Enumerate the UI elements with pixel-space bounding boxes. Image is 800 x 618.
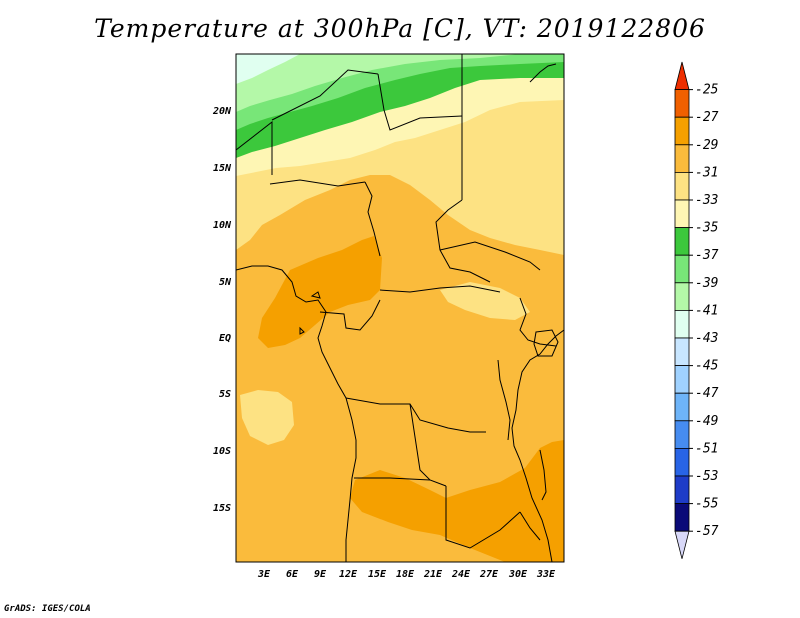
border-zambia-south	[445, 486, 521, 549]
colorbar-label: -39	[695, 276, 718, 291]
colorbar-label: -43	[695, 331, 718, 346]
border-algeria-mali	[236, 120, 273, 175]
colorbar-segment	[674, 503, 690, 532]
border-niger	[271, 69, 379, 121]
gulf-guinea-islands	[299, 291, 321, 335]
colorbar-label: -49	[695, 414, 718, 429]
colorbar-label: -57	[695, 524, 719, 539]
colorbar-segment	[674, 89, 690, 118]
temperature-field	[236, 54, 564, 562]
border-chad-cameroon	[364, 181, 381, 257]
colorbar-segment	[674, 392, 690, 422]
border-mozambique	[519, 511, 541, 541]
colorbar-label: -47	[695, 386, 719, 401]
colorbar-segment	[674, 171, 690, 201]
colorbar-segment	[674, 227, 690, 256]
lon-label: 12E	[339, 569, 358, 580]
colorbar-segment	[674, 254, 690, 284]
colorbar-label: -55	[695, 497, 719, 512]
map-frame	[235, 53, 565, 563]
field-level-m27-south	[350, 440, 564, 562]
colorbar-segment	[674, 420, 690, 449]
west-africa-coastline	[236, 265, 357, 562]
latitude-axis: 20N 15N 10N 5N EQ 5S 10S 15S	[212, 106, 232, 514]
colorbar-segment	[674, 282, 690, 311]
border-car-drc	[379, 285, 501, 293]
lat-label: 20N	[212, 106, 232, 117]
colorbar-segment	[674, 447, 690, 477]
field-level-m31-south	[240, 390, 294, 445]
field-level-m27	[258, 236, 382, 348]
colorbar-segment	[674, 61, 690, 90]
lon-label: 33E	[536, 569, 556, 580]
grads-credit: GrADS: IGES/COLA	[4, 604, 91, 614]
lon-label: 21E	[423, 569, 443, 580]
field-level-m41	[236, 54, 300, 84]
lon-label: 24E	[451, 569, 471, 580]
lake-malawi	[539, 449, 547, 501]
colorbar-segment	[674, 365, 690, 394]
colorbar-segment	[674, 309, 690, 339]
border-drc-angola	[345, 397, 486, 433]
lon-label: 3E	[257, 569, 271, 580]
field-level-m31-east	[440, 282, 530, 320]
map-title: Temperature at 300hPa [C], VT: 201912280…	[94, 14, 706, 43]
colorbar-label: -37	[695, 248, 719, 263]
border-east-lakes	[519, 297, 557, 347]
lon-label: 27E	[479, 569, 499, 580]
border-angola-zambia	[409, 403, 447, 487]
lon-label: 9E	[314, 569, 327, 580]
border-libya-chad	[377, 73, 463, 131]
colorbar-label: -51	[695, 441, 718, 456]
lon-label: 30E	[508, 569, 528, 580]
colorbar-label: -31	[695, 165, 718, 180]
colorbar-label: -33	[695, 193, 718, 208]
border-angola-namibia	[354, 477, 431, 481]
colorbar-segment	[674, 199, 690, 229]
colorbar-label: -45	[695, 359, 719, 374]
colorbar-segment	[674, 144, 690, 173]
border-nigeria	[269, 179, 366, 187]
lat-label: 15S	[213, 503, 231, 514]
colorbar-label: -25	[695, 83, 719, 98]
border-congo	[319, 299, 381, 331]
colorbar-segment	[674, 116, 690, 146]
lat-label: 5S	[219, 389, 231, 400]
colorbar-segment	[674, 530, 690, 559]
red-sea-coast	[529, 63, 557, 83]
lat-label: 15N	[213, 163, 232, 174]
field-level-m39	[236, 54, 520, 112]
lat-label: EQ	[219, 333, 231, 344]
colorbar-segment	[674, 475, 690, 505]
lon-label: 6E	[286, 569, 299, 580]
border-sudan-south	[439, 241, 541, 271]
lon-label: 18E	[396, 569, 415, 580]
colorbar-label: -35	[695, 221, 719, 236]
boundaries	[236, 54, 564, 562]
colorbar-label: -27	[695, 110, 719, 125]
border-lake-tanganyika	[497, 359, 511, 441]
lake-victoria	[533, 329, 559, 357]
lon-label: 15E	[368, 569, 387, 580]
longitude-axis: 3E 6E 9E 12E 15E 18E 21E 24E 27E 30E 33E	[257, 569, 556, 580]
colorbar-label: -53	[695, 469, 718, 484]
colorbar-label: -29	[695, 138, 718, 153]
lat-label: 10S	[213, 446, 231, 457]
colorbar: -25 -27 -29 -31 -33 -35 -37 -39 -41 -43 -45 -47 -49 -…	[674, 61, 719, 559]
east-africa-coastline	[511, 329, 564, 562]
lat-label: 5N	[219, 277, 232, 288]
lat-label: 10N	[213, 220, 232, 231]
colorbar-segment	[674, 337, 690, 367]
colorbar-label: -41	[695, 303, 718, 318]
